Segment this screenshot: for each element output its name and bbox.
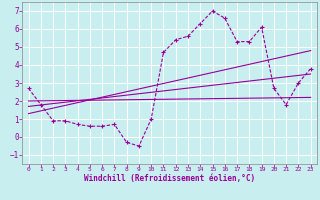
X-axis label: Windchill (Refroidissement éolien,°C): Windchill (Refroidissement éolien,°C) (84, 174, 255, 183)
